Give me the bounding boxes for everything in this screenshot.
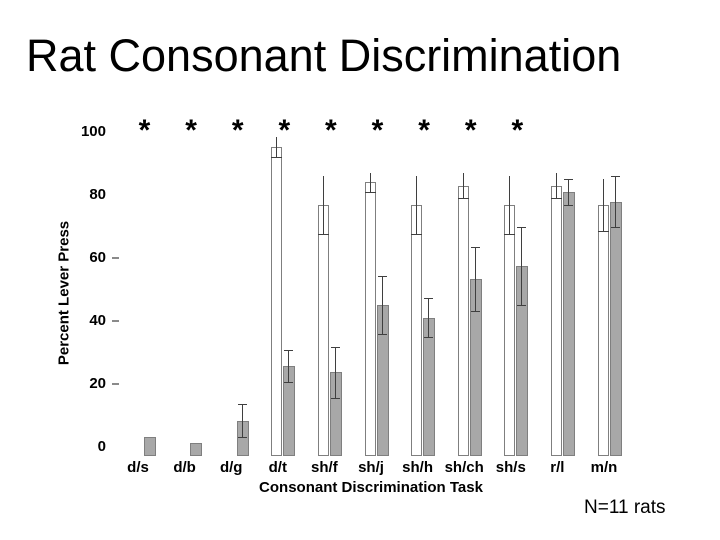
y-tick-mark-40 bbox=[112, 319, 119, 322]
error-bar-white-r-l bbox=[555, 172, 557, 199]
error-cap-white-sh-f bbox=[317, 233, 329, 235]
bar-gray-sh-s bbox=[516, 266, 529, 456]
error-cap-top-gray-d-g bbox=[237, 404, 247, 406]
bar-gray-d-t bbox=[283, 365, 296, 456]
error-cap-white-sh-ch bbox=[457, 198, 469, 200]
x-tick-label-d-t: d/t bbox=[268, 459, 287, 476]
x-tick-label-sh-h: sh/h bbox=[402, 459, 434, 476]
error-bar-white-sh-ch bbox=[462, 172, 464, 199]
significance-asterisk-sh-j: * bbox=[371, 114, 384, 147]
x-tick-label-sh-j: sh/j bbox=[358, 459, 384, 476]
significance-asterisk-sh-h: * bbox=[418, 114, 430, 147]
bar-white-sh-h bbox=[411, 204, 423, 456]
sample-size-note: N=11 rats bbox=[584, 497, 666, 518]
error-bar-gray-sh-s bbox=[521, 227, 523, 305]
error-cap-top-gray-sh-f bbox=[330, 346, 340, 348]
error-bar-gray-sh-f bbox=[334, 346, 336, 399]
error-cap-white-sh-h bbox=[411, 233, 423, 235]
error-bar-white-sh-h bbox=[416, 175, 418, 234]
error-bar-gray-d-g bbox=[241, 404, 243, 437]
y-tick-label-0: 0 bbox=[97, 437, 106, 455]
slide-title: Rat Consonant Discrimination bbox=[26, 30, 622, 81]
x-tick-label-sh-f: sh/f bbox=[311, 459, 338, 476]
bar-gray-d-s bbox=[143, 436, 156, 456]
bar-gray-sh-f bbox=[329, 372, 342, 456]
bar-white-sh-f bbox=[317, 204, 329, 456]
error-cap-bottom-gray-d-g bbox=[237, 436, 247, 438]
y-tick-mark-20 bbox=[112, 382, 119, 385]
error-cap-top-gray-r-l bbox=[563, 179, 573, 181]
error-cap-top-gray-sh-j bbox=[377, 275, 387, 277]
error-cap-top-gray-sh-h bbox=[424, 298, 434, 300]
error-cap-top-gray-d-t bbox=[284, 349, 294, 351]
error-bar-white-d-t bbox=[276, 137, 278, 157]
x-tick-label-d-b: d/b bbox=[173, 459, 196, 476]
error-cap-bottom-gray-sh-h bbox=[424, 336, 434, 338]
error-bar-gray-sh-h bbox=[428, 298, 430, 337]
error-cap-bottom-gray-sh-s bbox=[517, 304, 527, 306]
error-cap-white-m-n bbox=[597, 230, 609, 232]
significance-asterisk-d-t: * bbox=[278, 114, 291, 147]
significance-asterisk-sh-f: * bbox=[325, 114, 337, 147]
bar-white-sh-ch bbox=[457, 185, 469, 456]
error-bar-white-sh-f bbox=[322, 175, 324, 234]
x-tick-label-d-g: d/g bbox=[219, 459, 243, 476]
error-cap-top-gray-sh-s bbox=[517, 227, 527, 229]
error-cap-bottom-gray-m-n bbox=[610, 227, 620, 229]
bar-white-sh-s bbox=[504, 204, 516, 456]
significance-asterisk-d-g: * bbox=[231, 114, 244, 147]
error-cap-bottom-gray-sh-f bbox=[330, 398, 340, 400]
x-axis-title: Consonant Discrimination Task bbox=[259, 479, 483, 496]
bar-gray-sh-j bbox=[376, 304, 389, 456]
x-tick-label-m-n: m/n bbox=[590, 459, 618, 476]
bar-gray-r-l bbox=[562, 191, 575, 456]
bar-gray-sh-h bbox=[423, 317, 436, 456]
error-cap-top-gray-m-n bbox=[610, 175, 620, 177]
bar-gray-d-g bbox=[236, 420, 249, 456]
x-tick-label-sh-ch: sh/ch bbox=[444, 459, 484, 476]
y-tick-label-60: 60 bbox=[89, 248, 106, 266]
significance-asterisk-sh-ch: * bbox=[464, 114, 477, 147]
x-tick-label-sh-s: sh/s bbox=[495, 459, 526, 476]
error-cap-bottom-gray-r-l bbox=[563, 204, 573, 206]
x-tick-label-d-s: d/s bbox=[127, 459, 149, 476]
bar-gray-sh-ch bbox=[469, 278, 482, 456]
error-cap-white-d-t bbox=[271, 156, 283, 158]
error-cap-bottom-gray-sh-ch bbox=[470, 311, 480, 313]
bar-white-d-t bbox=[271, 146, 283, 456]
error-bar-gray-d-t bbox=[288, 349, 290, 382]
bar-white-sh-j bbox=[364, 182, 376, 456]
significance-asterisk-sh-s: * bbox=[511, 114, 524, 147]
error-bar-white-m-n bbox=[602, 179, 604, 231]
error-cap-top-gray-sh-ch bbox=[470, 246, 480, 248]
significance-asterisk-d-s: * bbox=[138, 114, 151, 147]
y-tick-mark-60 bbox=[112, 256, 119, 259]
bar-gray-d-b bbox=[190, 443, 203, 456]
error-bar-gray-r-l bbox=[567, 179, 569, 205]
error-bar-white-sh-s bbox=[509, 175, 511, 234]
bar-white-m-n bbox=[597, 204, 609, 456]
error-cap-white-sh-s bbox=[504, 233, 516, 235]
error-bar-gray-sh-ch bbox=[474, 246, 476, 312]
error-bar-gray-m-n bbox=[614, 175, 616, 228]
error-bar-white-sh-j bbox=[369, 172, 371, 192]
bar-white-r-l bbox=[550, 185, 562, 456]
bar-gray-m-n bbox=[609, 201, 622, 456]
y-tick-label-20: 20 bbox=[89, 374, 106, 392]
significance-asterisk-d-b: * bbox=[185, 114, 197, 147]
error-cap-bottom-gray-sh-j bbox=[377, 333, 387, 335]
y-tick-label-100: 100 bbox=[80, 122, 106, 140]
x-tick-label-r-l: r/l bbox=[550, 459, 565, 476]
y-tick-label-80: 80 bbox=[89, 185, 106, 203]
y-tick-label-40: 40 bbox=[89, 311, 106, 329]
error-cap-white-sh-j bbox=[364, 191, 376, 193]
error-bar-gray-sh-j bbox=[381, 275, 383, 334]
error-cap-bottom-gray-d-t bbox=[284, 381, 294, 383]
error-cap-white-r-l bbox=[550, 198, 562, 200]
